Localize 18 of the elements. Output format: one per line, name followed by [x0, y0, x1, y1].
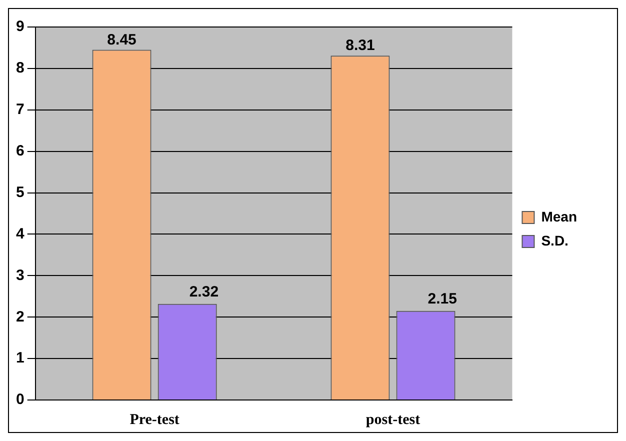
- y-tick-label: 1: [16, 350, 24, 367]
- data-label: 8.31: [346, 37, 375, 54]
- y-tick-label: 2: [16, 308, 24, 326]
- y-tick-label: 4: [16, 225, 25, 242]
- data-label: 2.15: [428, 290, 457, 308]
- data-label: 2.32: [189, 283, 219, 300]
- y-tick-label: 3: [16, 266, 24, 284]
- y-tick-label: 5: [16, 184, 24, 201]
- x-tick-label: post-test: [366, 412, 420, 428]
- x-tick-label: Pre-test: [130, 412, 180, 428]
- data-label: 8.45: [107, 31, 136, 48]
- y-tick-label: 9: [16, 18, 24, 36]
- y-tick-label: 6: [16, 142, 24, 160]
- legend-label: S.D.: [541, 232, 568, 248]
- y-tick-label: 7: [16, 101, 24, 118]
- y-tick-label: 8: [16, 60, 24, 77]
- legend-label: Mean: [541, 208, 578, 224]
- y-tick-label: 0: [16, 391, 24, 408]
